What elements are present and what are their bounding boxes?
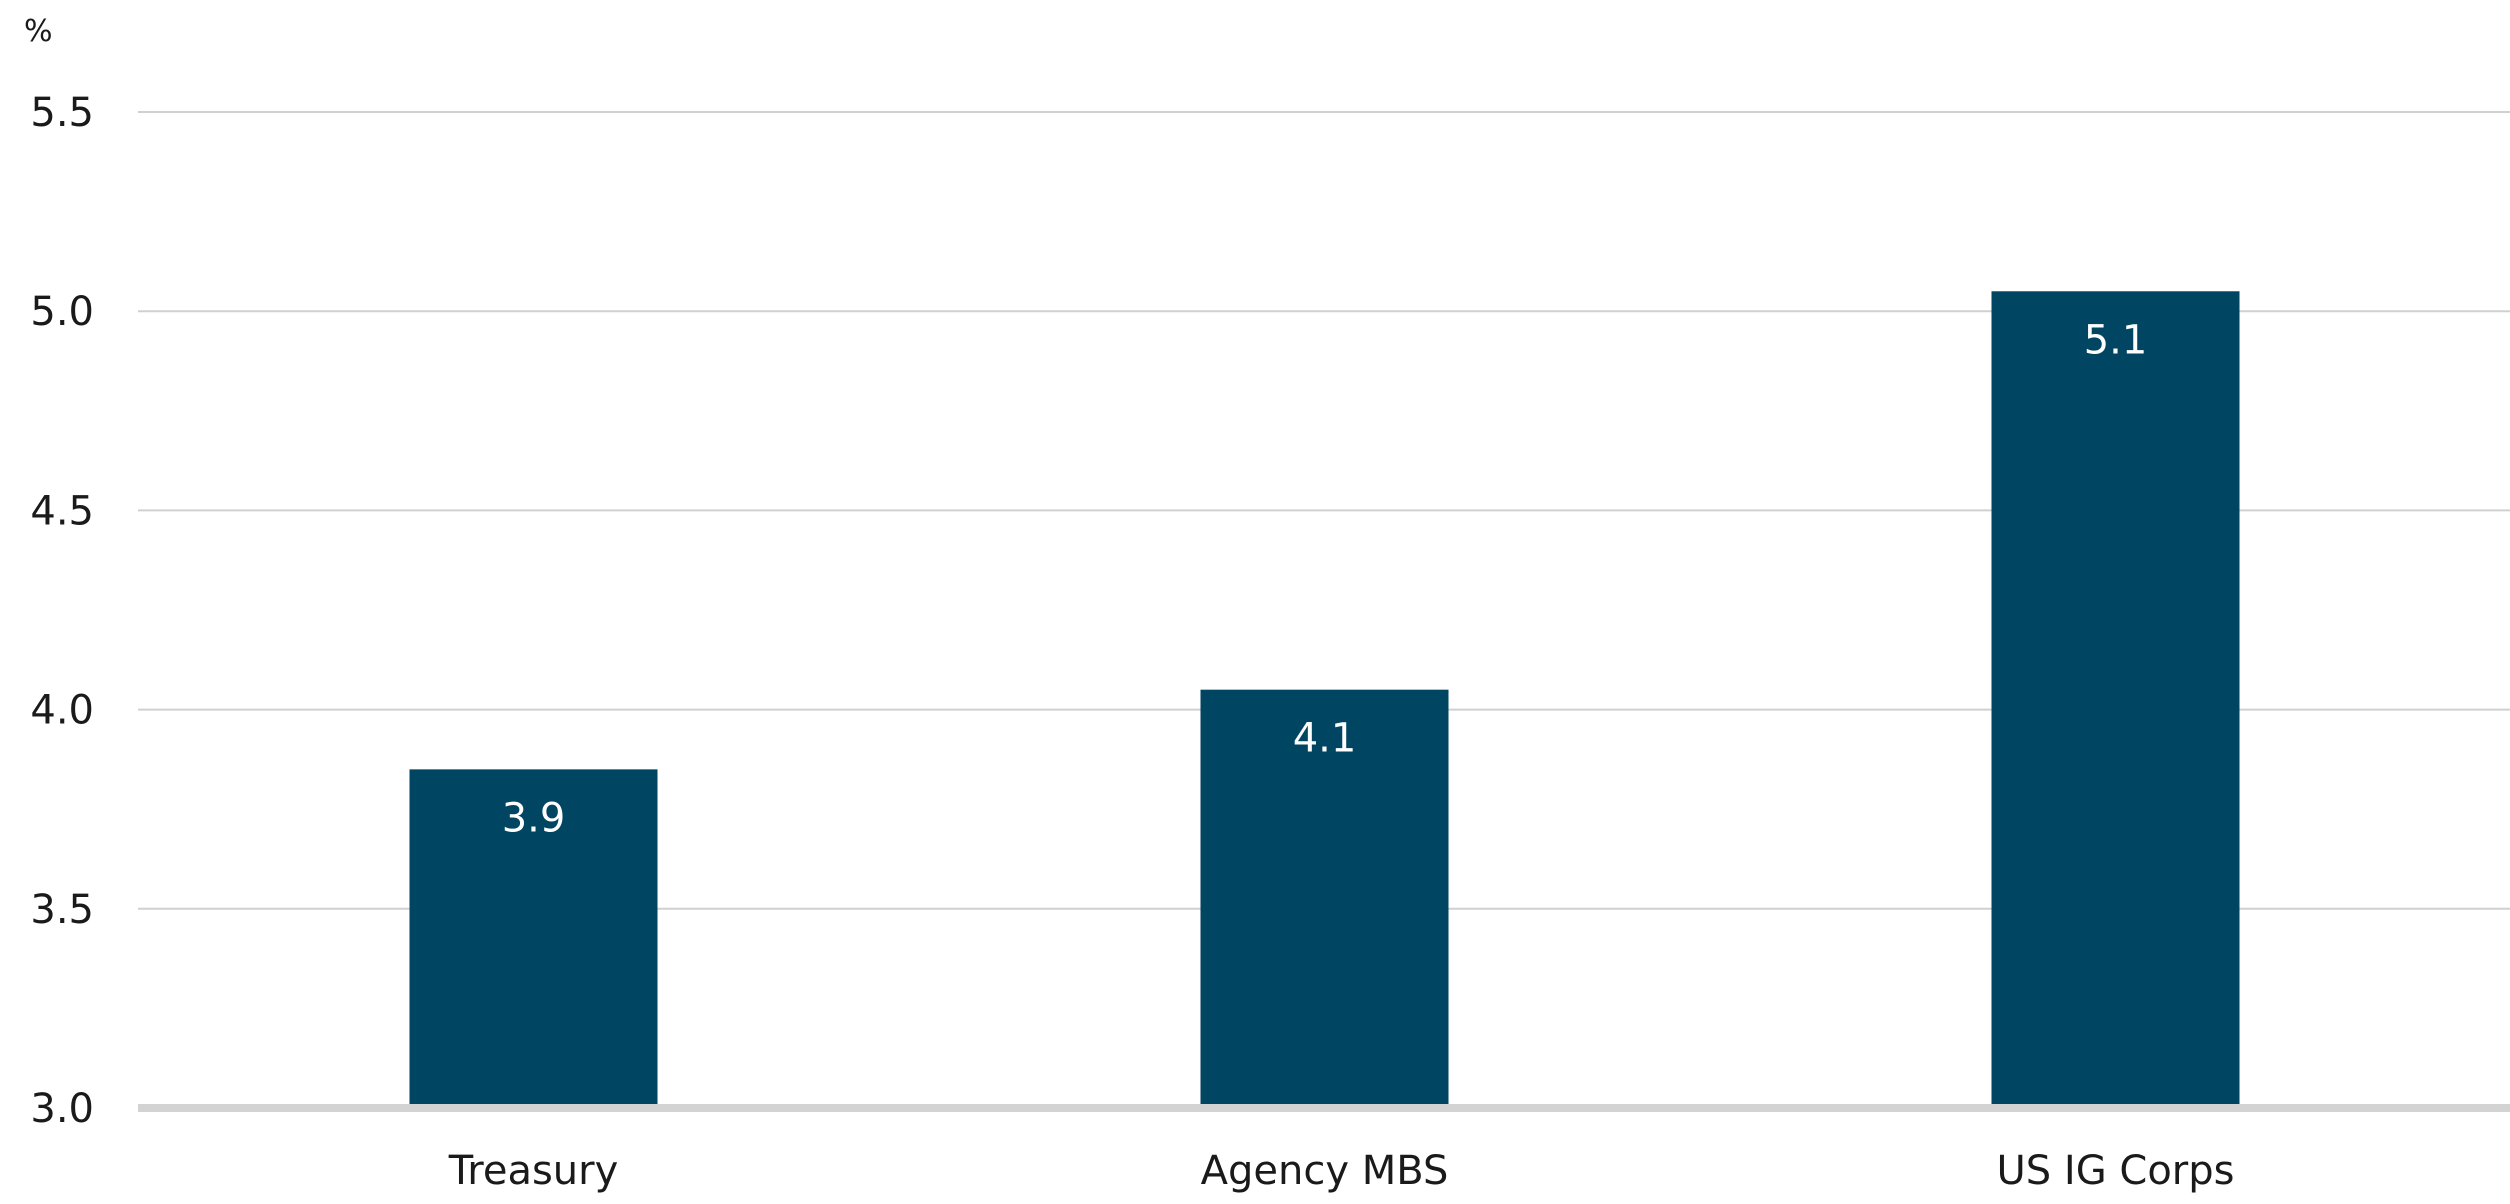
labels: 3.0 3.5 4.0 4.5 5.0 5.5 3.9 Treasury 4.1 Agency M… — [30, 90, 2234, 1194]
bar — [1200, 689, 1449, 1108]
data-label: 5.1 — [2084, 317, 2148, 363]
y-axis-unit-label: % — [24, 14, 53, 49]
x-tick-label: US IG Corps — [1997, 1148, 2235, 1194]
y-tick-label: 4.0 — [30, 688, 94, 734]
y-tick-label: 3.0 — [30, 1086, 94, 1132]
data-label: 3.9 — [502, 795, 566, 841]
x-tick-label: Agency MBS — [1201, 1148, 1449, 1194]
bars — [409, 291, 2240, 1108]
y-tick-label: 5.5 — [30, 90, 94, 136]
bar — [1991, 291, 2240, 1108]
y-tick-label: 5.0 — [30, 289, 94, 335]
y-tick-label: 4.5 — [30, 488, 94, 534]
bar — [409, 769, 658, 1108]
x-tick-label: Treasury — [448, 1148, 619, 1194]
y-tick-label: 3.5 — [30, 887, 94, 933]
data-label: 4.1 — [1293, 716, 1357, 762]
